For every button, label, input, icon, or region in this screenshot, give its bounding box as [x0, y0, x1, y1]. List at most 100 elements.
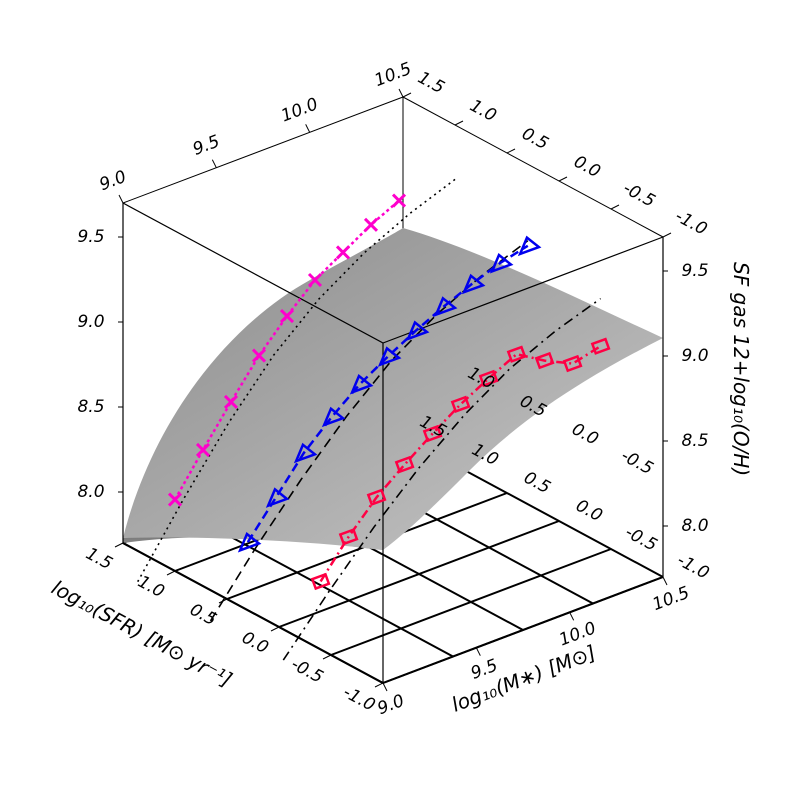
- x-tick-label: 9.0: [375, 691, 407, 719]
- z-tick-label: 9.5: [77, 227, 104, 247]
- y-tick-label: 1.0: [134, 572, 167, 602]
- series-marker: [394, 455, 415, 474]
- y-tick-label: 0.0: [572, 496, 605, 526]
- series-marker: [377, 346, 402, 367]
- series-marker: [534, 351, 555, 370]
- front-edge: [382, 236, 664, 344]
- y-tick-mark: [270, 626, 280, 632]
- series-marker: [335, 245, 351, 260]
- series-marker: [223, 394, 239, 409]
- series-marker: [461, 273, 486, 295]
- series-marker: [237, 531, 262, 553]
- z-tick-label: 9.0: [681, 346, 708, 366]
- back-edge: [402, 96, 664, 238]
- x-tick-label: 10.5: [650, 583, 692, 615]
- series-marker: [450, 395, 471, 413]
- data-series: [167, 193, 611, 591]
- series-marker: [517, 235, 542, 257]
- series-marker: [433, 296, 458, 317]
- x-tick-mark: [382, 682, 388, 692]
- z-tick-label: 8.5: [77, 397, 104, 417]
- series-marker: [293, 442, 318, 464]
- z-tick-label: 8.0: [681, 516, 708, 536]
- y-tick-mark: [374, 682, 384, 688]
- x-tick-mark: [118, 194, 124, 204]
- series-marker: [506, 345, 527, 363]
- z-axis-label: SF gas 12+log₁₀(O/H): [729, 262, 753, 476]
- series-marker: [307, 272, 323, 288]
- series-marker: [405, 320, 430, 341]
- z-tick-label: 8.0: [77, 482, 104, 502]
- x-tick-label: 10.5: [372, 59, 414, 91]
- y-tick-mark: [322, 654, 332, 660]
- fit-curve: [282, 297, 602, 661]
- surface-top: [123, 228, 663, 550]
- y-tick-label: 0.5: [518, 124, 551, 154]
- series-marker: [321, 406, 346, 428]
- y-tick-label: 1.5: [414, 68, 447, 98]
- fit-curve: [137, 178, 456, 583]
- series-line: [319, 345, 602, 583]
- y-tick-mark: [506, 148, 516, 154]
- x-tick-mark: [662, 576, 668, 586]
- series-marker: [195, 442, 211, 457]
- fit-curve: [209, 240, 529, 622]
- x-tick-label: 10.0: [278, 94, 320, 126]
- back-edge: [122, 96, 404, 204]
- y-tick-label: 1.5: [82, 544, 115, 574]
- x-axis-label: log₁₀(M∗) [M⊙]: [448, 640, 599, 716]
- y-tick-label: -0.5: [288, 654, 327, 687]
- series-marker: [478, 369, 499, 388]
- y-tick-label: 0.5: [520, 468, 553, 498]
- series-marker: [310, 572, 331, 591]
- front-frame: [122, 202, 664, 684]
- front-edge: [122, 202, 384, 344]
- series-marker: [363, 217, 379, 232]
- y-tick-mark: [114, 542, 124, 548]
- x-tick-mark: [211, 159, 217, 168]
- y-tick-label: -1.0: [340, 682, 379, 715]
- x-tick-mark: [398, 88, 404, 98]
- y-tick-label: -1.0: [674, 550, 713, 583]
- series-marker: [279, 309, 295, 324]
- y-tick-label: -0.5: [622, 522, 661, 555]
- z-tick-label: 9.5: [681, 261, 708, 281]
- fit-curves: [137, 178, 602, 661]
- x-tick-label: 9.0: [97, 167, 129, 195]
- y-tick-label: 0.0: [238, 628, 271, 658]
- series-marker: [167, 492, 183, 507]
- y-tick-mark: [454, 120, 464, 126]
- y-tick-mark: [402, 92, 412, 98]
- series-marker: [251, 348, 267, 363]
- y-tick-label: 0.0: [570, 152, 603, 182]
- x-tick-mark: [305, 124, 311, 133]
- y-tick-mark: [558, 176, 568, 182]
- series-line: [246, 244, 529, 543]
- series-marker: [391, 193, 407, 208]
- series-line: [173, 199, 400, 501]
- y-tick-mark: [610, 204, 620, 210]
- x-tick-mark: [475, 647, 481, 656]
- y-tick-label: 1.0: [466, 96, 499, 126]
- grid-line: [330, 548, 612, 656]
- axis-ticks: [114, 88, 672, 692]
- y-tick-mark: [662, 232, 672, 238]
- series-marker: [265, 487, 290, 508]
- series-marker: [349, 373, 374, 395]
- front-edge: [382, 576, 664, 684]
- series-marker: [338, 528, 359, 546]
- x-tick-mark: [569, 612, 575, 621]
- series-marker: [590, 337, 611, 355]
- series-marker: [562, 354, 583, 373]
- y-tick-label: -0.5: [618, 446, 657, 479]
- series-marker: [489, 252, 514, 274]
- series-marker: [422, 424, 443, 443]
- z-tick-label: 9.0: [77, 312, 104, 332]
- y-tick-mark: [166, 570, 176, 576]
- x-tick-label: 9.5: [190, 132, 222, 160]
- grid-line: [278, 520, 560, 628]
- y-tick-label: -1.0: [672, 206, 711, 239]
- y-tick-label: 0.5: [186, 600, 219, 630]
